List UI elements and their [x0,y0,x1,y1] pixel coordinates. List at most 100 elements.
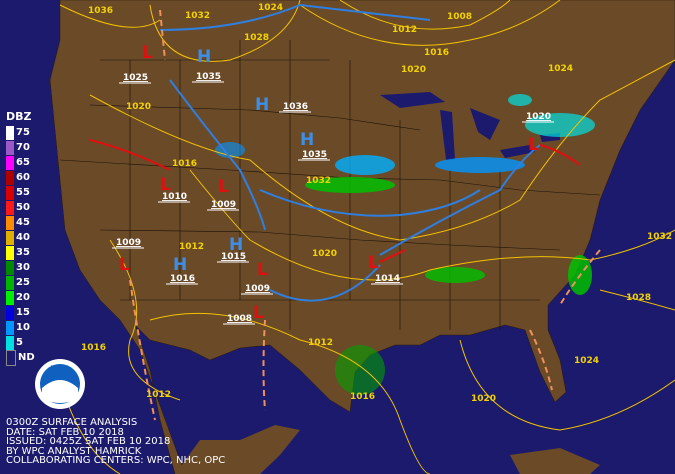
analysis-caption: 0300Z SURFACE ANALYSIS DATE: SAT FEB 10 … [6,418,225,466]
low-pressure-center: L 1009 [112,238,144,275]
legend-item: 70 [6,140,40,155]
legend-label: 45 [16,217,30,228]
legend-item: 30 [6,260,40,275]
legend-item: 20 [6,290,40,305]
legend-label: 50 [16,202,30,213]
legend-item: 25 [6,275,40,290]
pressure-symbol: H [173,255,187,275]
isobar-label: 1024 [258,3,283,13]
low-pressure-center: L 1025 [119,43,153,84]
low-pressure-center: L 1009 [241,260,273,295]
cold-front [269,264,381,302]
pressure-value: 1025 [123,73,148,83]
pressure-symbol: L [368,253,379,273]
cold-front [379,144,541,256]
cold-front [169,79,266,231]
isobar-label: 1020 [126,102,151,112]
trough [159,9,166,61]
pressure-value: 1009 [211,200,236,210]
pressure-symbol: L [160,175,171,195]
legend-swatch [6,335,14,350]
isobar-label: 1020 [471,394,496,404]
legend-label: 20 [16,292,30,303]
isobar-label: 1020 [401,65,426,75]
isobar-label: 1032 [306,176,331,186]
low-pressure-center: L 1009 [207,177,239,211]
isobar-label: 1012 [392,25,417,35]
legend-label: 40 [16,232,30,243]
high-pressure-center: H 1035 [192,47,224,83]
isobar-label: 1016 [424,48,449,58]
isobar-label: 1024 [574,356,599,366]
pressure-symbol: L [253,303,264,323]
isobar-label: 1028 [244,33,269,43]
noaa-logo: NOAA [35,359,85,409]
pressure-value: 1036 [283,102,308,112]
legend-label: 55 [16,187,30,198]
legend-item: 10 [6,320,40,335]
legend-item: 40 [6,230,40,245]
legend-swatch [6,185,14,200]
pressure-symbol: L [528,135,539,155]
legend-label: 5 [16,337,23,348]
legend-item: 65 [6,155,40,170]
great-lakes [380,92,560,160]
cold-front [259,189,481,217]
legend-swatch [6,290,14,305]
warm-front [379,249,406,263]
legend-item: 55 [6,185,40,200]
trough [529,329,553,391]
warm-front [89,139,171,171]
isobar-labels: 1036 1032 1024 1028 1012 1008 1016 1020 1024 1020… [81,3,672,404]
legend-label: 35 [16,247,30,258]
legend-swatch [6,155,14,170]
land-north-america [49,0,675,474]
trough [262,319,266,411]
isobar-label: 1016 [172,159,197,169]
legend-item: 5 [6,335,40,350]
isobar-label: 1020 [312,249,337,259]
pressure-symbol: H [197,47,211,67]
legend-item: 45 [6,215,40,230]
isobar-label: 1032 [647,232,672,242]
pressure-value: 1016 [170,274,195,284]
pressure-value: 1009 [245,284,270,294]
legend-label: ND [18,352,35,363]
legend-swatch [6,260,14,275]
isobars [59,0,675,474]
radar-legend: DBZ 75 70 65 60 55 50 45 40 35 30 25 20 15 10 5 ND [6,110,40,366]
isobar-label: 1008 [447,12,472,22]
cold-front [159,4,431,31]
pressure-value: 1015 [221,252,246,262]
low-pressure-center: L 1020 [522,112,554,155]
pressure-value: 1014 [375,274,400,284]
legend-swatch [6,320,14,335]
pressure-value: 1035 [302,150,327,160]
legend-label: 70 [16,142,30,153]
legend-swatch [6,170,14,185]
isobar-label: 1024 [548,64,573,74]
legend-item: 15 [6,305,40,320]
pressure-value: 1020 [526,112,551,122]
pressure-symbol: L [119,255,130,275]
isobar-label: 1012 [179,242,204,252]
isobar-label: 1032 [185,11,210,21]
legend-swatch [6,275,14,290]
legend-swatch [6,245,14,260]
pressure-value: 1035 [196,72,221,82]
pressure-symbol: L [257,260,268,280]
pressure-symbol: H [229,235,243,255]
trough [559,249,601,306]
legend-swatch [6,305,14,320]
isobar-label: 1016 [350,392,375,402]
legend-label: 75 [16,127,30,138]
legend-swatch [6,230,14,245]
isobar-label: 1016 [81,343,106,353]
land-cuba [510,448,600,474]
legend-item: 60 [6,170,40,185]
